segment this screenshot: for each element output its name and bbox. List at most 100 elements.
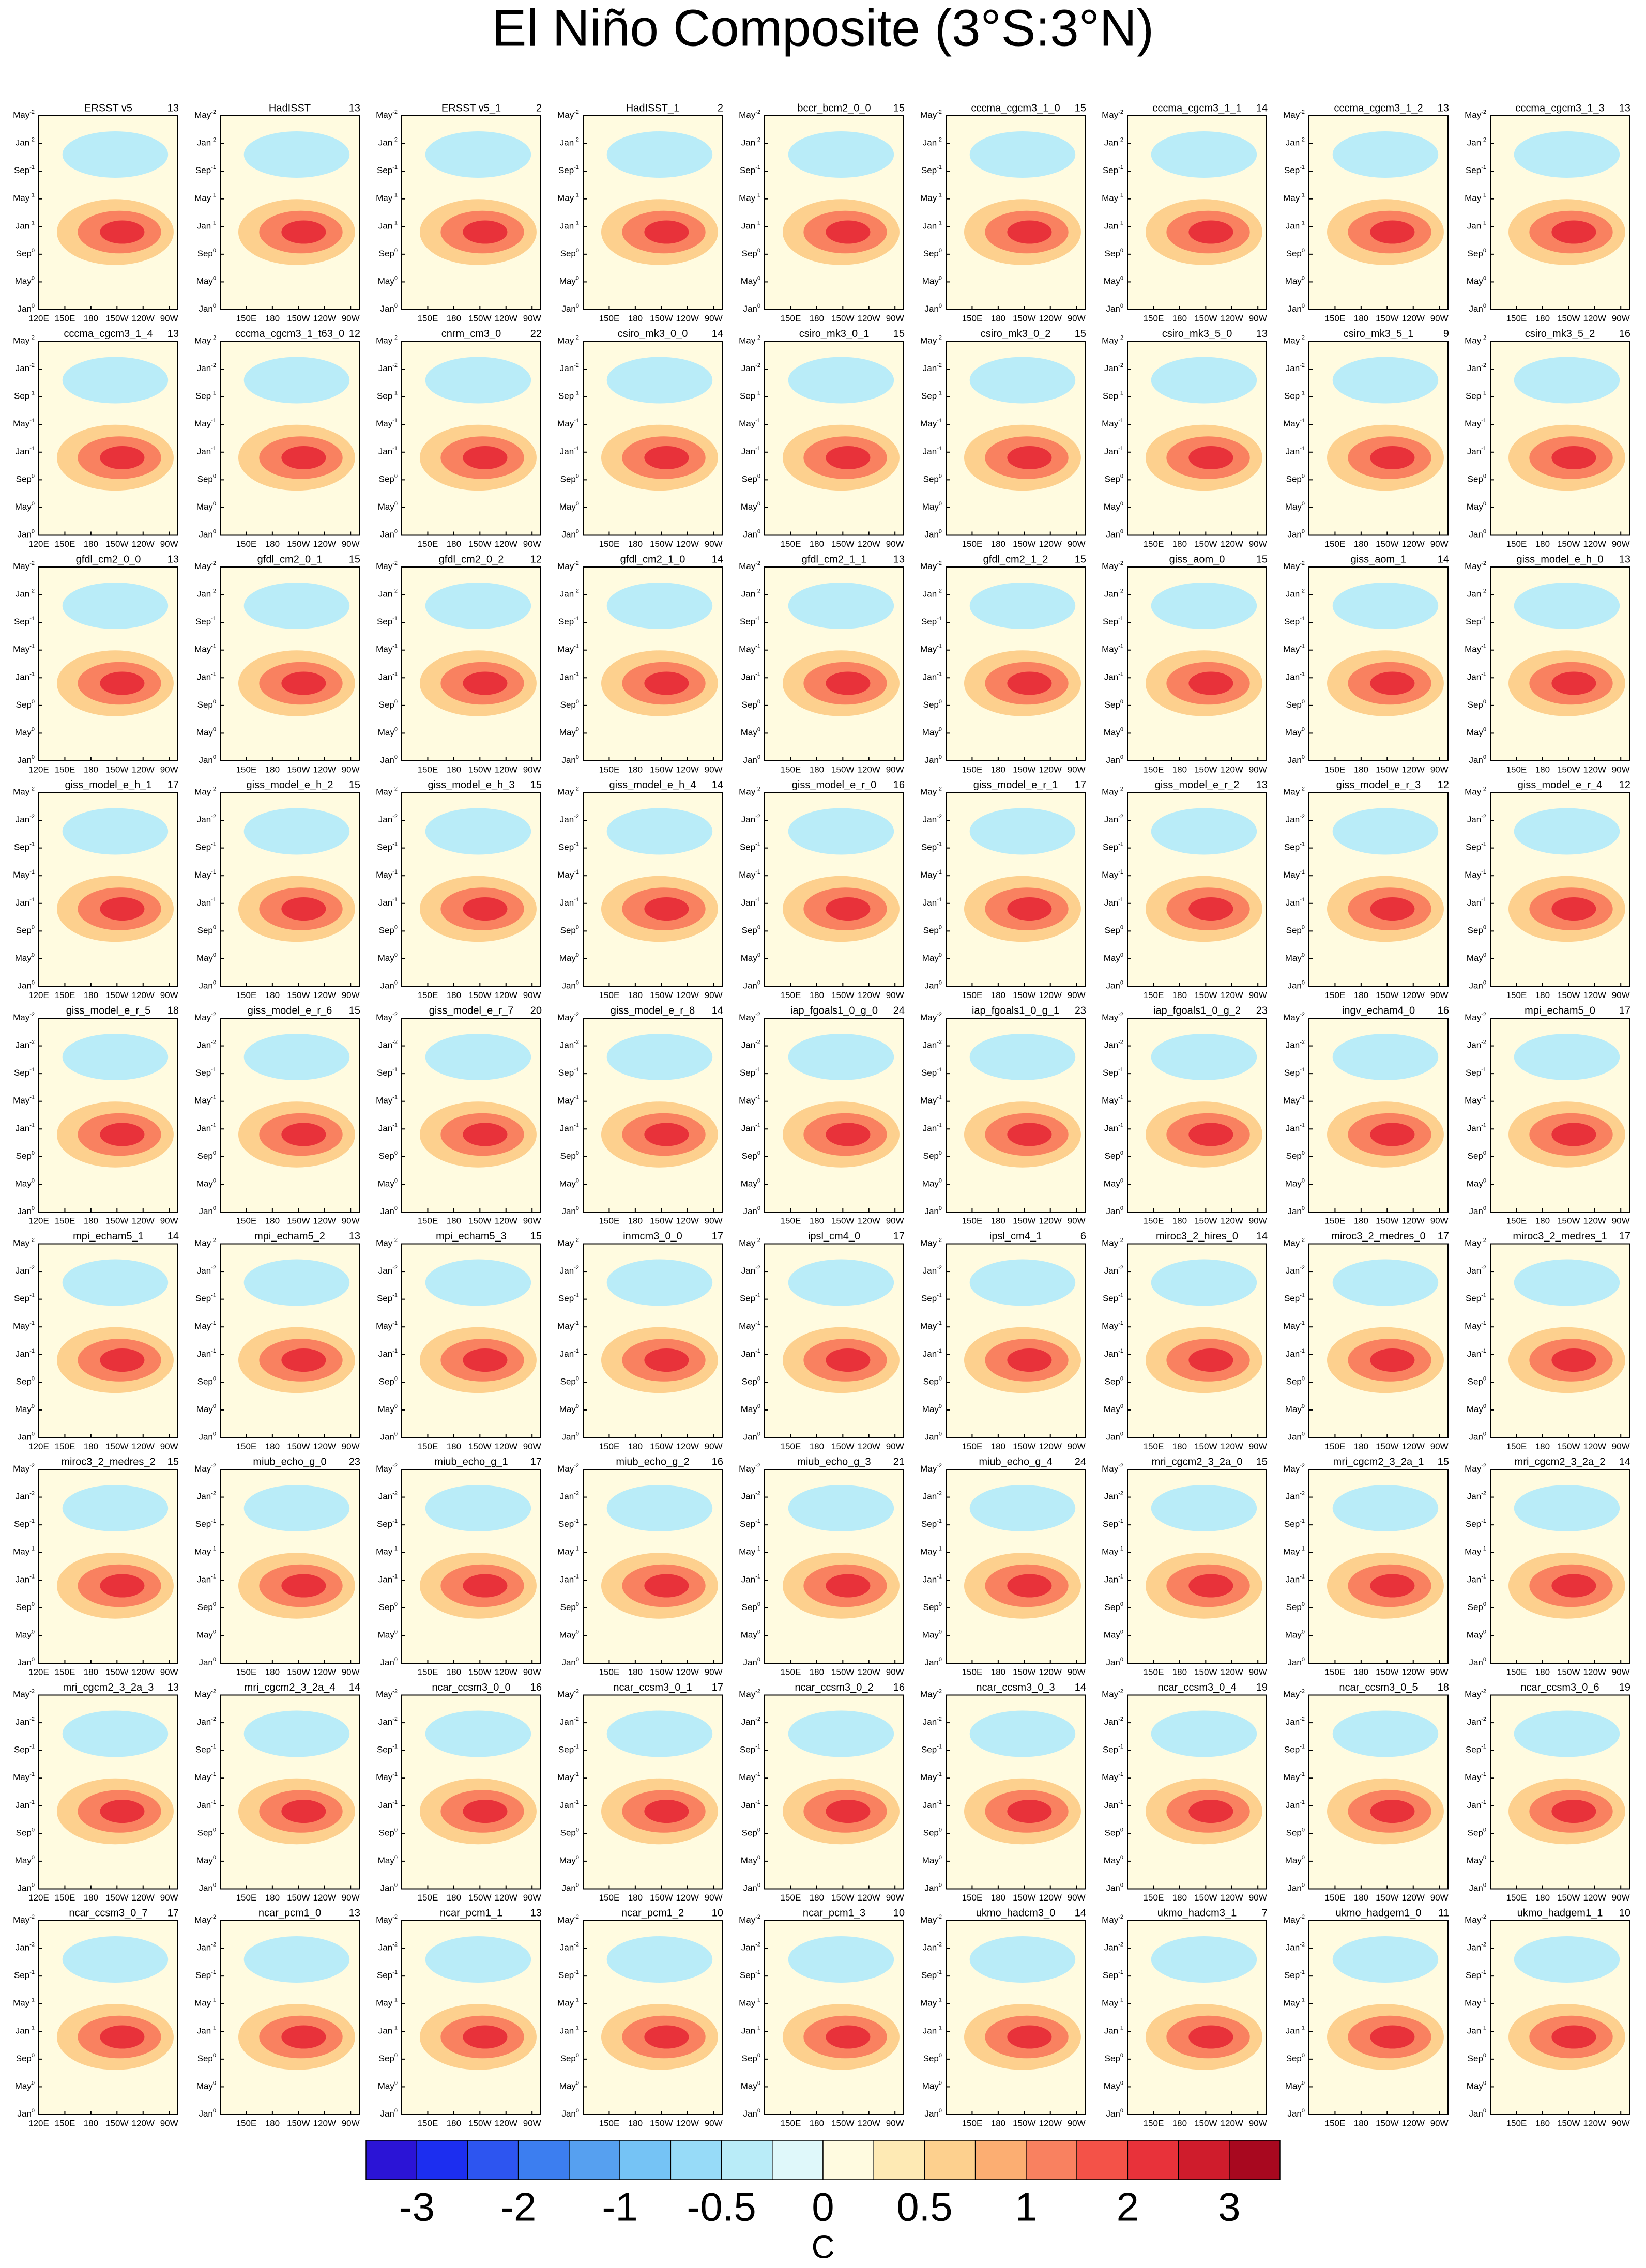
y-tick-label: Jan-2 — [16, 588, 35, 599]
y-tick-sup: -1 — [755, 1293, 760, 1299]
y-tick-sup: -2 — [1118, 1914, 1123, 1920]
y-tick-month: Jan — [561, 981, 575, 991]
panel: ERSST v5_1 2May-2Jan-2Sep-1May-1Jan-1Sep0… — [376, 102, 542, 323]
y-tick-sup: -1 — [392, 1067, 398, 1073]
y-tick-month: May — [1467, 953, 1484, 963]
y-tick-sup: -1 — [1118, 446, 1123, 452]
x-tick-label: 90W — [1430, 764, 1449, 774]
field-cool — [1514, 1259, 1620, 1306]
y-tick-sup: -1 — [1481, 220, 1486, 226]
field-warm-core — [826, 220, 871, 244]
field — [402, 1921, 541, 2114]
y-tick-sup: 0 — [757, 979, 760, 986]
x-tick-label: 120W — [858, 1442, 880, 1451]
panel-frame — [1490, 1920, 1630, 2115]
y-tick-month: May — [378, 1179, 395, 1189]
x-tick-label: 90W — [342, 313, 360, 323]
y-tick-month: May — [1283, 787, 1300, 797]
y-tick-label: May0 — [1104, 1403, 1123, 1415]
y-tick-label: Sep-1 — [1466, 841, 1486, 853]
panel-frame — [220, 1243, 360, 1438]
x-tick-label: 180 — [265, 1893, 280, 1903]
x-tick-label: 120W — [676, 1442, 699, 1451]
field — [765, 1695, 904, 1889]
x-tick-label: 90W — [160, 2118, 178, 2128]
field-warm-core — [1370, 1123, 1415, 1146]
y-tick-label: Sep0 — [1286, 473, 1305, 484]
panel-name: ncar_ccsm3_0_0 — [432, 1682, 510, 1693]
field — [583, 1244, 722, 1438]
panel: gfdl_cm2_1_2 15May-2Jan-2Sep-1May-1Jan-1S… — [920, 554, 1086, 774]
colorbar-box — [416, 2140, 468, 2180]
y-tick-month: Jan — [380, 1883, 394, 1893]
panel-frame — [38, 1920, 178, 2115]
y-tick-month: Jan — [1467, 1800, 1481, 1810]
x-tick-label: 90W — [1249, 313, 1267, 323]
y-tick-label: Jan0 — [1287, 528, 1305, 540]
y-tick-month: May — [920, 1773, 937, 1783]
y-tick-sup: -2 — [1481, 1914, 1486, 1920]
y-tick-sup: -2 — [755, 1463, 760, 1469]
y-tick-month: May — [15, 728, 32, 738]
field-cool — [1151, 583, 1257, 629]
y-tick-sup: 0 — [576, 2052, 579, 2059]
y-tick-label: May0 — [1285, 1177, 1305, 1189]
y-tick-label: Jan0 — [17, 1882, 35, 1893]
y-tick-month: May — [1104, 1404, 1121, 1414]
y-tick-month: May — [557, 645, 574, 654]
y-tick-month: Sep — [379, 249, 394, 258]
y-tick-label: Sep0 — [379, 473, 398, 484]
y-tick-month: May — [196, 502, 214, 512]
panel-count: 13 — [1256, 779, 1268, 791]
x-tick-label: 150W — [105, 1667, 128, 1677]
y-tick-label: Jan-2 — [560, 1265, 579, 1276]
x-tick-label: 180 — [1354, 313, 1368, 323]
y-tick-label: Jan-2 — [1467, 1716, 1486, 1727]
y-tick-month: May — [739, 1238, 756, 1248]
y-tick-sup: -1 — [1300, 1969, 1305, 1975]
y-tick-sup: 0 — [576, 528, 579, 534]
x-tick-label: 120W — [676, 764, 699, 774]
y-tick-label: Jan0 — [924, 1205, 942, 1217]
field — [1490, 1469, 1629, 1663]
y-tick-label: Sep-1 — [195, 164, 216, 176]
y-tick-month: Sep — [1103, 166, 1118, 176]
y-tick-month: Sep — [379, 700, 394, 710]
y-tick-month: Jan — [924, 1883, 938, 1893]
panel-frame — [1490, 1469, 1630, 1664]
x-tick-label: 90W — [160, 539, 178, 549]
field-cool — [243, 808, 350, 855]
y-tick-label: Jan-1 — [923, 897, 942, 908]
y-tick-label: Jan-1 — [560, 671, 579, 682]
y-tick-sup: 0 — [576, 248, 579, 254]
y-tick-month: Jan — [923, 138, 937, 148]
y-tick-month: May — [376, 787, 393, 797]
panel-name: cccma_cgcm3_1_3 — [1515, 102, 1604, 114]
y-tick-month: Jan — [741, 1943, 755, 1953]
y-tick-month: Jan — [1104, 2026, 1118, 2036]
field-warm-core — [100, 2025, 145, 2049]
y-tick-label: Sep-1 — [1466, 1969, 1486, 1981]
y-tick-sup: -1 — [755, 1546, 760, 1552]
y-tick-sup: 0 — [1302, 1855, 1305, 1861]
y-tick-sup: -1 — [211, 2025, 216, 2031]
y-tick-sup: -1 — [211, 616, 216, 622]
y-tick-month: May — [1104, 502, 1121, 512]
y-tick-month: Sep — [1103, 391, 1118, 401]
field — [1490, 1695, 1629, 1889]
y-tick-month: Sep — [1466, 166, 1481, 176]
panel-name: giss_aom_1 — [1351, 554, 1407, 565]
field-warm-core — [463, 220, 508, 244]
colorbar-unit: C — [812, 2229, 835, 2265]
y-tick-label: Jan-1 — [1286, 897, 1305, 908]
y-tick-month: Jan — [16, 1575, 29, 1585]
y-tick-sup: -2 — [1481, 334, 1486, 341]
field-cool — [606, 357, 713, 404]
y-tick-month: Sep — [1105, 2054, 1120, 2063]
panel-count: 17 — [167, 1907, 179, 1919]
y-tick-sup: -1 — [1300, 1744, 1305, 1750]
y-tick-sup: 0 — [757, 952, 760, 958]
y-tick-label: Jan0 — [199, 528, 216, 540]
y-tick-sup: -1 — [1118, 1122, 1123, 1128]
y-tick-month: Jan — [378, 1349, 392, 1359]
